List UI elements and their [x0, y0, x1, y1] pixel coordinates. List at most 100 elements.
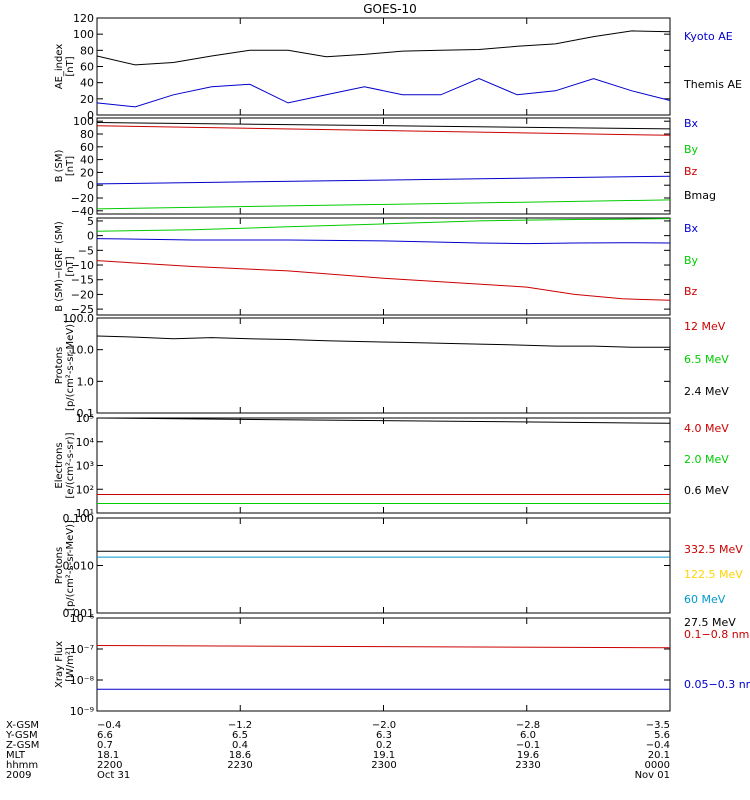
ephemeris-value: −0.4: [97, 720, 121, 731]
y-axis-label-line: [nT]: [65, 256, 76, 276]
legend-entry: By: [684, 254, 699, 267]
panel-7: 10⁻⁶ 10⁻⁷ 10⁻⁸ 10⁻⁹ Xray Flux[W/m²] 0.1−0.8 n…: [54, 612, 750, 718]
ephemeris-value: 2230: [227, 760, 252, 771]
legend-entry: Themis AE: [683, 78, 742, 91]
legend-entry: Bx: [684, 222, 699, 235]
panel-frame: [96, 617, 671, 712]
y-axis-label-line: [nT]: [65, 56, 76, 76]
y-axis-label-line: [nT]: [65, 156, 76, 176]
ephemeris-value: 2330: [515, 760, 540, 771]
y-tick-label: 0.001: [63, 607, 95, 620]
ephemeris-row-label: MLT: [6, 750, 26, 761]
y-axis-label: Xray Flux[W/m²]: [54, 641, 76, 688]
series-line: [96, 125, 671, 136]
y-tick-label: 0: [87, 109, 94, 122]
y-axis-label-line: Protons: [54, 347, 65, 384]
y-axis-label-line: Xray Flux: [54, 641, 65, 688]
y-tick-label: 60: [80, 61, 94, 74]
ephemeris-value: 18.1: [97, 750, 119, 761]
ephemeris-value: −0.4: [646, 740, 670, 751]
series-line: [96, 238, 671, 245]
ephemeris-value: 2300: [371, 760, 396, 771]
ephemeris-value: 6.5: [232, 730, 248, 741]
y-tick-label: 0.1: [77, 407, 95, 420]
y-tick-label: −40: [71, 205, 94, 218]
ephemeris-row-label: X-GSM: [6, 720, 39, 731]
series-line: [96, 175, 671, 185]
ephemeris-row-label: Y-GSM: [5, 730, 38, 741]
legend-entry: 2.0 MeV: [684, 453, 729, 466]
y-axis-label-line: Protons: [54, 547, 65, 584]
y-axis-label: Electrons[e/(cm²-s-sr)]: [54, 432, 76, 498]
panel-3: 50−5−10−15−20−25B (SM)−IGRF (SM)[nT]BxBy…: [54, 215, 699, 316]
panel-5: 10⁵10⁴10³10²10¹Electrons[e/(cm²-s-sr)]4.…: [54, 412, 729, 520]
legend-entry: 27.5 MeV: [684, 616, 736, 629]
y-tick-label: 1.0: [77, 375, 95, 388]
legend-entry: 122.5 MeV: [684, 568, 743, 581]
y-tick-label: −25: [71, 303, 94, 316]
y-tick-label: −20: [71, 192, 94, 205]
legend-entry: Kyoto AE: [684, 30, 733, 43]
y-tick-label: 10⁵: [76, 412, 94, 425]
y-axis-label-line: [p/(cm²-s-sr-MeV)]: [65, 520, 76, 611]
legend-entry: 0.6 MeV: [684, 484, 729, 497]
ephemeris-value: 5.6: [654, 730, 670, 741]
y-axis-label: B (SM)−IGRF (SM)[nT]: [54, 221, 76, 312]
y-tick-label: 40: [80, 77, 94, 90]
panel-frame: [96, 117, 671, 215]
y-axis-label-line: B (SM)−IGRF (SM): [54, 221, 65, 312]
y-tick-label: 10¹: [76, 507, 94, 520]
ephemeris-value: 2200: [97, 760, 122, 771]
panel-1: 120 100 80 60 40 20 0 AE_index[nT] Kyoto AE Themi…: [54, 12, 742, 122]
y-tick-label: 0.100: [63, 512, 95, 525]
panel-frame: [96, 17, 671, 116]
series-line: [96, 417, 671, 424]
legend-entry: 60 MeV: [684, 593, 726, 606]
y-axis-label-line: [W/m²]: [65, 647, 76, 682]
legend-entry: 0.05−0.3 nm: [684, 678, 750, 691]
y-tick-label: 10⁻⁹: [70, 705, 94, 718]
ephemeris-row-label: 2009: [6, 770, 31, 781]
y-tick-label: 0: [87, 230, 94, 243]
ephemeris-value: 18.6: [229, 750, 251, 761]
panel-frame: [96, 517, 671, 614]
y-axis-label: B (SM)[nT]: [54, 149, 76, 182]
legend-entry: 0.1−0.8 nm: [684, 628, 749, 641]
series-line: [96, 218, 671, 232]
ephemeris-value: 0.4: [232, 740, 248, 751]
y-tick-label: 40: [80, 154, 94, 167]
ephemeris-value: Oct 31: [97, 770, 130, 781]
legend-entry: 4.0 MeV: [684, 422, 729, 435]
y-tick-label: 120: [73, 12, 94, 25]
series-line: [96, 645, 671, 649]
legend-entry: 12 MeV: [684, 320, 726, 333]
y-tick-label: 10⁻⁸: [70, 674, 95, 687]
y-tick-label: 10⁻⁷: [70, 643, 94, 656]
panel-frame: [96, 217, 671, 316]
series-line: [96, 78, 671, 108]
ephemeris-value: 19.6: [517, 750, 539, 761]
ephemeris-value: 6.0: [520, 730, 536, 741]
legend-entry: Bx: [684, 117, 699, 130]
y-tick-label: 100.0: [63, 312, 95, 325]
series-line: [96, 122, 671, 130]
y-axis-label-line: [e/(cm²-s-sr)]: [65, 432, 76, 498]
y-tick-label: −15: [71, 274, 94, 287]
legend-entry: Bmag: [684, 189, 716, 202]
y-tick-label: 100: [73, 28, 94, 41]
y-tick-label: −20: [71, 288, 94, 301]
y-tick-label: 0.010: [63, 560, 95, 573]
ephemeris-value: 0.7: [97, 740, 113, 751]
legend-entry: 6.5 MeV: [684, 353, 729, 366]
ephemeris-value: 20.1: [648, 750, 670, 761]
panel-4: 100.010.01.00.1Protons[p/(cm²-s-sr-MeV)]…: [54, 312, 729, 420]
y-axis-label: Protons[p/(cm²-s-sr-MeV)]: [54, 520, 76, 611]
ephemeris-table: X-GSMY-GSMZ-GSMMLThhmm2009−0.46.60.718.1…: [5, 720, 670, 781]
panel-frame: [96, 317, 671, 414]
ephemeris-value: −2.8: [516, 720, 540, 731]
ephemeris-value: 0.2: [376, 740, 392, 751]
legend-entry: 332.5 MeV: [684, 543, 743, 556]
ephemeris-value: 19.1: [373, 750, 395, 761]
